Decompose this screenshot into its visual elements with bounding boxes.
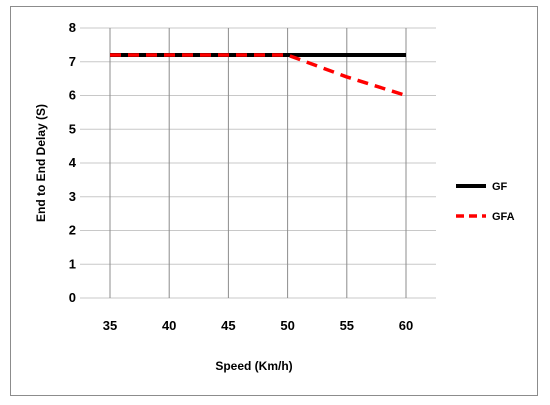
y-tick-label: 7 (69, 54, 76, 69)
y-tick-label: 1 (69, 256, 76, 271)
y-tick-label: 4 (69, 155, 77, 170)
y-tick-label: 6 (69, 88, 76, 103)
grid-lines (80, 27, 436, 299)
y-axis-title: End to End Delay (S) (34, 104, 48, 222)
legend: GF GFA (456, 181, 515, 223)
x-axis-title: Speed (Km/h) (215, 359, 292, 373)
x-tick-labels: 35 40 45 50 55 60 (103, 318, 413, 333)
y-tick-label: 8 (69, 20, 76, 35)
x-tick-label: 40 (162, 318, 176, 333)
legend-label-gfa: GFA (492, 211, 515, 223)
series-lines (110, 53, 407, 98)
x-tick-label: 50 (280, 318, 294, 333)
x-tick-label: 35 (103, 318, 117, 333)
x-tick-label: 60 (399, 318, 413, 333)
y-tick-labels: 0 1 2 3 4 5 6 7 8 (69, 20, 77, 305)
y-tick-label: 0 (69, 290, 76, 305)
x-tick-label: 55 (340, 318, 354, 333)
x-tick-label: 45 (221, 318, 235, 333)
y-tick-label: 5 (69, 121, 76, 136)
y-tick-label: 3 (69, 189, 76, 204)
series-line-gfa (110, 53, 407, 98)
legend-label-gf: GF (492, 181, 508, 193)
chart-frame (10, 6, 538, 396)
y-tick-label: 2 (69, 223, 76, 238)
